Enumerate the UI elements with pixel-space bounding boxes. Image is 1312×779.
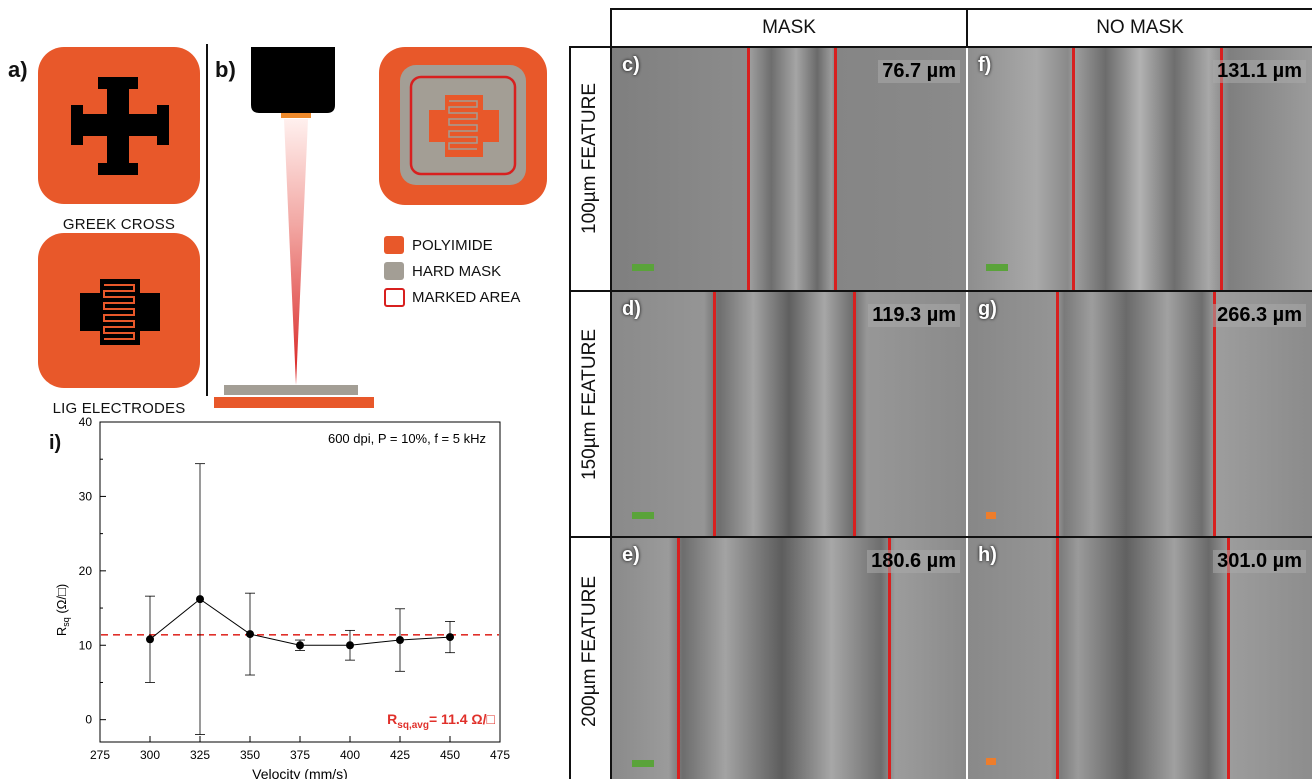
data-point [146,635,154,644]
boundary-line-left [1072,48,1075,290]
data-point [246,630,254,639]
column-header-no-mask: NO MASK [1096,17,1184,38]
sem-image-g: g) 266.3 µm [968,292,1312,536]
x-axis-label: Velocity (mm/s) [252,766,348,779]
data-point [196,595,204,604]
row-label-200um: 200µm FEATURE [579,575,600,727]
scale-bar-h [986,758,996,765]
y-tick-label: 30 [79,489,93,503]
row-divider-1 [569,290,1312,292]
y-axis-label: Rsq (Ω/□) [54,584,71,636]
panel-e-letter: e) [622,544,640,566]
sem-image-c: c) 76.7 µm [612,48,966,290]
row-label-100um: 100µm FEATURE [579,82,600,234]
boundary-line-left [1056,292,1059,536]
legend-item-polyimide: POLYIMIDE [384,236,554,262]
data-point [446,633,454,642]
boundary-line-right [1220,48,1223,290]
width-value-f: 131.1 µm [1213,60,1306,83]
boundary-line-right [834,48,837,290]
column-header-mask: MASK [762,17,816,38]
panel-divider [206,44,208,396]
scale-bar-d [632,512,654,519]
scale-bar-e [632,760,654,767]
x-tick-label: 275 [90,748,110,762]
grid-header-border [610,8,1312,48]
boundary-line-left [747,48,750,290]
boundary-line-left [1056,538,1059,779]
legend-label-polyimide: POLYIMIDE [412,237,493,254]
x-tick-label: 325 [190,748,210,762]
hard-mask-swatch [384,262,404,280]
boundary-line-right [1227,538,1230,779]
marked-area-diagram [379,47,547,205]
sem-image-f: f) 131.1 µm [968,48,1312,290]
legend-item-marked-area: MARKED AREA [384,288,554,314]
sem-image-h: h) 301.0 µm [968,538,1312,779]
chart-annotation: 600 dpi, P = 10%, f = 5 kHz [328,431,486,446]
panel-g-letter: g) [978,298,997,320]
panel-d-letter: d) [622,298,641,320]
sem-grid: MASK NO MASK 100µm FEATURE 150µm FEATURE… [569,8,1312,779]
series-line [149,598,451,646]
plot-frame [99,421,501,743]
x-tick-label: 400 [340,748,360,762]
boundary-line-right [853,292,856,536]
x-tick-label: 475 [490,748,510,762]
lig-electrodes-caption: LIG ELECTRODES [52,400,186,417]
panel-i-letter: i) [49,432,62,454]
sheet-resistance-chart: 600 dpi, P = 10%, f = 5 kHz 0 10 20 30 40 27… [54,415,510,779]
laser-setup-graphic [214,47,374,408]
x-tick-label: 450 [440,748,460,762]
width-value-d: 119.3 µm [868,304,960,327]
panel-c-letter: c) [622,54,640,76]
greek-cross-caption: GREEK CROSS [62,216,176,233]
panel-h-letter: h) [978,544,997,566]
legend-label-hard-mask: HARD MASK [412,263,502,280]
boundary-line-right [1213,292,1216,536]
scale-bar-c [632,264,654,271]
grid-header-divider [966,8,968,48]
boundary-line-left [677,538,680,779]
x-tick-label: 350 [240,748,260,762]
y-tick-label: 20 [79,564,93,578]
legend: POLYIMIDE HARD MASK MARKED AREA [384,236,554,314]
x-tick-label: 425 [390,748,410,762]
width-value-e: 180.6 µm [867,550,960,573]
boundary-line-left [713,292,716,536]
scale-bar-f [986,264,1008,271]
lig-electrodes-graphic [38,233,200,388]
width-value-g: 266.3 µm [1213,304,1306,327]
panel-b-letter: b) [215,57,236,82]
data-point [296,641,304,650]
y-tick-label: 40 [79,415,93,429]
average-label: Rsq,avg= 11.4 Ω/□ [387,711,495,731]
boundary-line-right [888,538,891,779]
legend-item-hard-mask: HARD MASK [384,262,554,288]
data-point [396,636,404,645]
y-tick-label: 10 [79,638,93,652]
sem-image-d: d) 119.3 µm [612,292,966,536]
y-tick-label: 0 [85,713,92,727]
x-tick-label: 375 [290,748,310,762]
width-value-h: 301.0 µm [1213,550,1306,573]
legend-label-marked-area: MARKED AREA [412,289,521,306]
row-label-150um: 150µm FEATURE [579,328,600,480]
width-value-c: 76.7 µm [878,60,960,83]
row-label-column [569,46,612,779]
polyimide-swatch [384,236,404,254]
greek-cross-graphic [38,47,200,204]
panel-f-letter: f) [978,54,992,76]
scale-bar-g [986,512,996,519]
x-tick-label: 300 [140,748,160,762]
row-divider-2 [569,536,1312,538]
data-point [346,641,354,650]
marked-area-swatch [384,288,405,307]
sem-image-e: e) 180.6 µm [612,538,966,779]
panel-a-letter: a) [8,57,28,82]
